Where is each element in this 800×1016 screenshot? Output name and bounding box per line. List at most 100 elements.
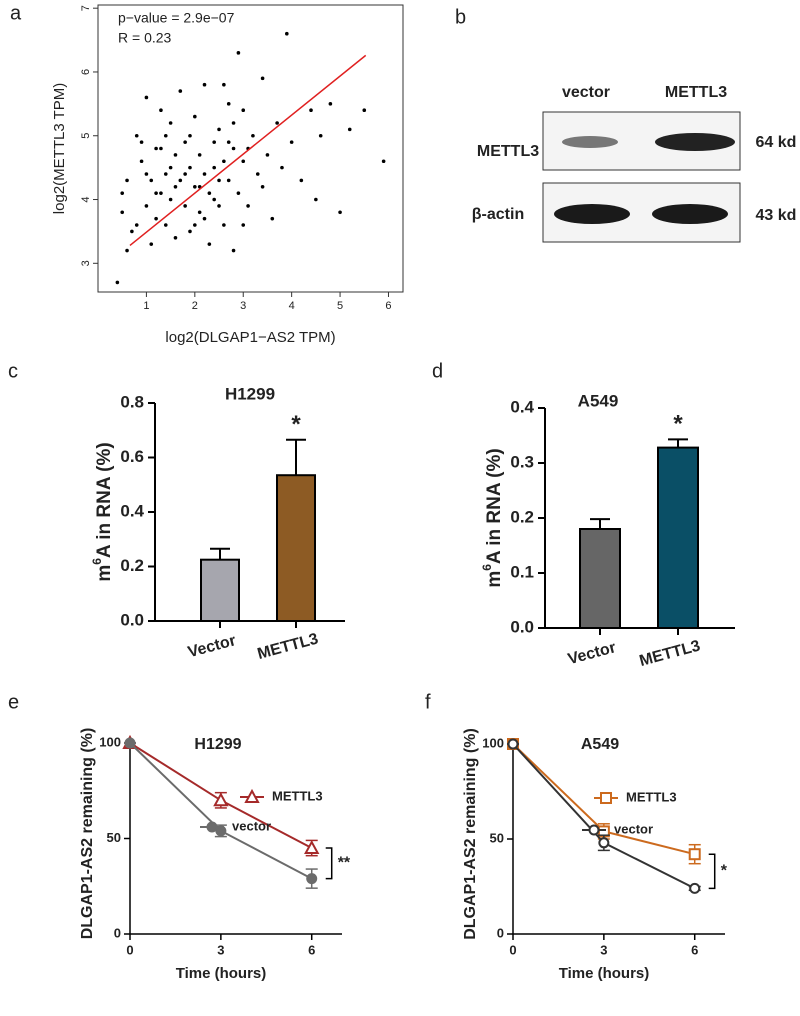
point	[144, 204, 149, 208]
x-tick-label: 3	[240, 300, 246, 312]
point	[347, 127, 352, 132]
point	[222, 159, 226, 164]
y-tick-label: 0.0	[120, 610, 144, 629]
y-tick-label: 0.1	[510, 562, 534, 581]
y-tick-label: 0.0	[510, 617, 534, 636]
y-tick-label: 7	[80, 5, 92, 11]
point	[202, 82, 207, 87]
x-tick-label: Vector	[186, 632, 238, 661]
y-axis-label-part: m	[94, 565, 115, 582]
protein-label: METTL3	[477, 143, 539, 160]
y-axis-label-part: 6	[90, 558, 104, 565]
point	[226, 178, 231, 183]
point	[212, 197, 216, 202]
bar	[657, 446, 699, 629]
y-tick-label: 0.4	[510, 397, 534, 416]
series-line	[129, 742, 313, 880]
point	[193, 223, 197, 227]
legend-label: METTL3	[626, 789, 677, 804]
legend-marker	[600, 792, 612, 804]
point	[212, 140, 216, 144]
y-tick-label: 0	[497, 925, 504, 940]
point	[168, 121, 173, 125]
point	[154, 216, 158, 221]
y-axis-label: DLGAP1-AS2 remaining (%)	[79, 728, 96, 940]
point	[183, 140, 187, 144]
point	[314, 197, 318, 202]
point	[168, 197, 173, 202]
annotation: R = 0.23	[118, 30, 172, 46]
y-tick-label: 6	[80, 69, 92, 75]
marker	[689, 882, 701, 894]
x-axis-label: Time (hours)	[176, 965, 267, 982]
point	[178, 89, 183, 93]
point	[197, 210, 202, 215]
legend-marker	[244, 788, 260, 803]
y-tick-label: 50	[107, 830, 121, 845]
size-label: 43 kd	[756, 207, 797, 224]
point	[207, 242, 212, 246]
point	[265, 153, 270, 157]
marker	[306, 873, 318, 885]
panel-letter: d	[432, 360, 443, 382]
y-axis-label-part: A in RNA (%)	[94, 442, 115, 558]
lane-label: vector	[562, 84, 610, 101]
panel-letter: e	[8, 691, 19, 713]
point	[173, 184, 178, 189]
panel-letter: a	[10, 2, 22, 24]
point	[222, 223, 226, 227]
y-tick-label: 50	[490, 830, 504, 845]
y-axis-label: log2(METTL3 TPM)	[51, 83, 68, 214]
point	[193, 114, 197, 119]
y-tick-label: 5	[80, 133, 92, 139]
point	[173, 153, 178, 157]
point	[163, 172, 168, 176]
point	[231, 121, 236, 125]
point	[193, 184, 197, 189]
x-tick-label: 3	[600, 942, 607, 957]
point	[134, 133, 139, 138]
point	[299, 178, 304, 183]
legend-marker	[588, 824, 600, 836]
point	[139, 140, 144, 144]
significance: *	[291, 411, 301, 438]
point	[236, 51, 241, 55]
band	[652, 204, 728, 224]
protein-label: β-actin	[472, 206, 524, 223]
point	[217, 204, 221, 208]
point	[285, 31, 289, 36]
y-tick-label: 0.6	[120, 447, 144, 466]
point	[255, 172, 260, 176]
point	[270, 216, 275, 221]
y-tick-label: 0.3	[510, 452, 534, 471]
x-tick-label: 6	[691, 942, 698, 957]
annotation: p−value = 2.9e−07	[118, 10, 235, 26]
y-tick-label: 0.8	[120, 392, 144, 411]
x-tick-label: 1	[143, 300, 149, 312]
point	[154, 191, 158, 195]
point	[125, 248, 129, 253]
point	[381, 159, 386, 164]
x-tick-label: 3	[217, 942, 224, 957]
point	[130, 229, 134, 234]
point	[115, 280, 120, 285]
point	[149, 178, 154, 183]
point	[362, 108, 367, 113]
point	[197, 153, 202, 157]
marker	[507, 738, 519, 750]
x-tick-label: Vector	[566, 639, 618, 668]
point	[154, 146, 158, 151]
point	[139, 159, 144, 164]
marker	[304, 839, 320, 855]
x-tick-label: 0	[509, 942, 516, 957]
marker	[688, 848, 701, 861]
x-tick-label: 6	[308, 942, 315, 957]
point	[280, 165, 284, 170]
x-tick-label: 5	[337, 300, 343, 312]
point	[159, 191, 163, 195]
point	[260, 76, 265, 81]
y-axis-label: m6A in RNA (%)	[90, 442, 115, 581]
panel-letter: f	[425, 691, 431, 713]
point	[231, 248, 236, 253]
y-tick-label: 100	[482, 735, 504, 750]
